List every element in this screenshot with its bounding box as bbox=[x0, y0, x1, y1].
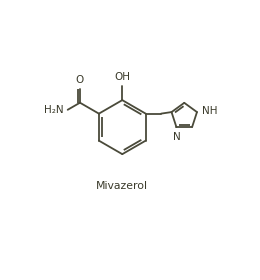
Text: OH: OH bbox=[114, 72, 130, 82]
Text: Mivazerol: Mivazerol bbox=[96, 181, 148, 191]
Text: H₂N: H₂N bbox=[44, 105, 64, 115]
Text: N: N bbox=[173, 132, 180, 142]
Text: O: O bbox=[76, 75, 84, 85]
Text: NH: NH bbox=[202, 106, 218, 116]
